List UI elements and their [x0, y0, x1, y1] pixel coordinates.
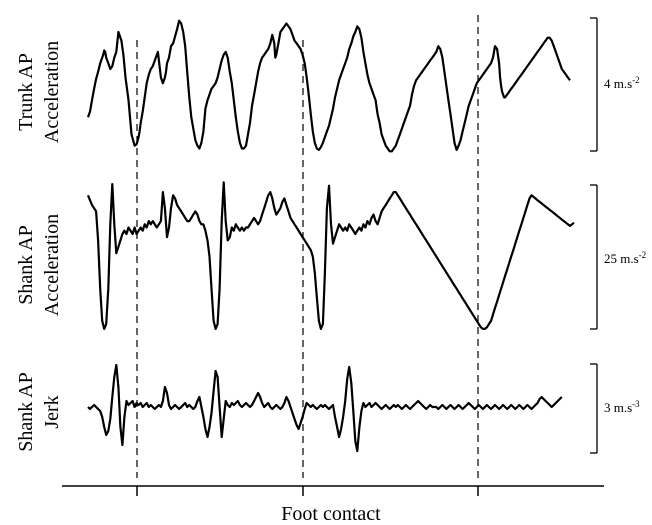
shank-acc-ylabel-line1: Shank AP — [15, 225, 37, 304]
shank-jerk-ylabel-line2: Jerk — [41, 395, 63, 428]
scale-label-trunk: 4 m.s-2 — [604, 75, 640, 91]
scale-bar-trunk — [590, 17, 598, 152]
shank-acc-ylabel-line2: Acceleration — [41, 214, 63, 316]
trunk-ylabel-line2: Acceleration — [41, 41, 63, 143]
scale-label-shank-jerk: 3 m.s-3 — [604, 399, 640, 415]
scale-label-shank-acc: 25 m.s-2 — [604, 250, 646, 266]
scale-bar-shank-acc — [590, 184, 598, 330]
shank-acc-trace — [86, 181, 575, 330]
shank-jerk-trace — [87, 363, 563, 453]
shank-jerk-ylabel: Shank AP Jerk — [15, 372, 63, 451]
trunk-ylabel: Trunk AP Acceleration — [15, 41, 63, 143]
x-axis-label: Foot contact — [281, 503, 381, 525]
trunk-ylabel-line1: Trunk AP — [15, 53, 37, 131]
shank-acc-ylabel: Shank AP Acceleration — [15, 214, 63, 316]
trunk-trace — [86, 19, 571, 153]
x-ticks — [136, 486, 479, 496]
scale-bar-shank-jerk — [590, 363, 598, 454]
shank-jerk-ylabel-line1: Shank AP — [15, 372, 37, 451]
